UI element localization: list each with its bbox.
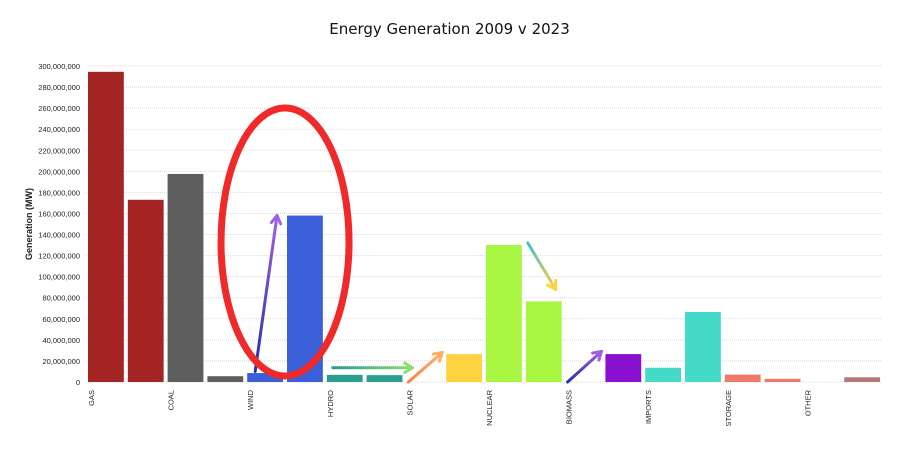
- bar-biomass-2023: [605, 354, 642, 382]
- y-tick-label: 0: [76, 378, 80, 387]
- bar-coal-2023: [207, 376, 244, 382]
- x-tick-label-coal: COAL: [167, 390, 176, 410]
- x-tick-label-nuclear: NUCLEAR: [485, 389, 494, 425]
- bar-gas-2023: [127, 199, 164, 382]
- arrow-annotation-nuclear: [526, 241, 558, 291]
- bar-storage-2009: [724, 374, 761, 382]
- y-tick-label: 80,000,000: [42, 294, 80, 303]
- bar-nuclear-2009: [486, 245, 522, 382]
- bar-other-2023: [844, 377, 881, 382]
- bar-gas-2009: [88, 71, 124, 382]
- grid-lines: [86, 65, 882, 383]
- y-tick-label: 180,000,000: [38, 188, 80, 197]
- bar-imports-2009: [645, 367, 682, 382]
- highlight-ellipse: [217, 104, 353, 380]
- bar-hydro-2009: [326, 374, 363, 382]
- y-tick-label: 260,000,000: [38, 104, 80, 113]
- bars: [88, 71, 881, 382]
- bar-nuclear-2023: [525, 301, 562, 382]
- x-tick-label-storage: STORAGE: [724, 390, 733, 427]
- x-tick-label-imports: IMPORTS: [644, 390, 653, 424]
- bar-storage-2023: [764, 378, 801, 382]
- x-tick-label-biomass: BIOMASS: [565, 390, 574, 424]
- bar-imports-2023: [685, 311, 721, 382]
- y-axis-ticks: 0 20,000,000 40,000,000 60,000,000 80,000,00…: [38, 62, 80, 387]
- y-axis-label: Generation (MW): [24, 188, 34, 260]
- y-tick-label: 40,000,000: [42, 336, 80, 345]
- x-tick-label-wind: WIND: [246, 389, 255, 410]
- chart-title: Energy Generation 2009 v 2023: [329, 20, 570, 38]
- bar-hydro-2023: [366, 375, 403, 382]
- x-tick-label-gas: GAS: [87, 390, 96, 406]
- y-tick-label: 20,000,000: [42, 357, 80, 366]
- arrow-annotation-solar: [406, 351, 444, 384]
- y-tick-label: 60,000,000: [42, 315, 80, 324]
- arrow-annotation-wind: [253, 214, 283, 373]
- y-tick-label: 300,000,000: [38, 62, 80, 71]
- x-axis-ticks: GAS COAL WIND HYDRO SOLAR NUCLEAR BIOMASS IMPOR…: [87, 389, 812, 426]
- arrow-annotation-hydro: [331, 361, 414, 374]
- y-tick-label: 240,000,000: [38, 125, 80, 134]
- y-tick-label: 220,000,000: [38, 146, 80, 155]
- y-tick-label: 100,000,000: [38, 273, 80, 282]
- x-tick-label-other: OTHER: [803, 389, 812, 416]
- annotations: [217, 104, 603, 384]
- x-tick-label-solar: SOLAR: [405, 389, 414, 415]
- bar-coal-2009: [167, 173, 204, 382]
- y-tick-label: 280,000,000: [38, 83, 80, 92]
- bar-solar-2023: [446, 354, 483, 382]
- bar-wind-2009: [247, 373, 284, 382]
- y-tick-label: 120,000,000: [38, 252, 80, 261]
- y-tick-label: 140,000,000: [38, 231, 80, 240]
- x-tick-label-hydro: HYDRO: [326, 390, 335, 417]
- y-tick-label: 160,000,000: [38, 209, 80, 218]
- y-tick-label: 200,000,000: [38, 167, 80, 176]
- arrow-annotation-biomass: [566, 349, 603, 384]
